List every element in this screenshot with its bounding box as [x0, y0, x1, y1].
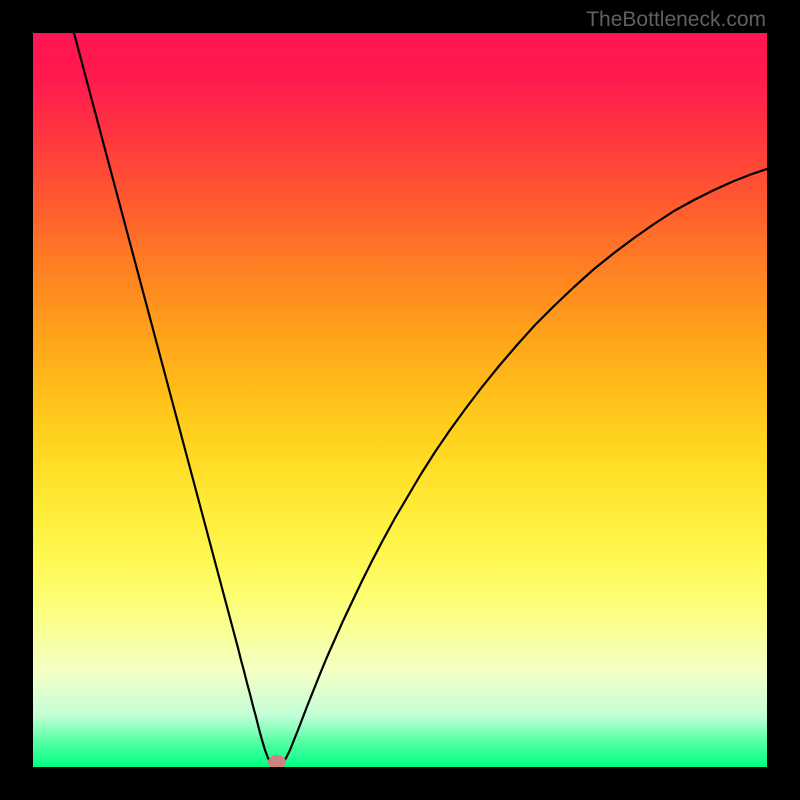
bottleneck-curve-svg	[33, 33, 767, 767]
chart-frame: TheBottleneck.com	[0, 0, 800, 800]
bottleneck-curve	[74, 33, 767, 767]
plot-area	[33, 33, 767, 767]
valley-marker	[268, 755, 286, 767]
watermark-text: TheBottleneck.com	[586, 8, 766, 32]
